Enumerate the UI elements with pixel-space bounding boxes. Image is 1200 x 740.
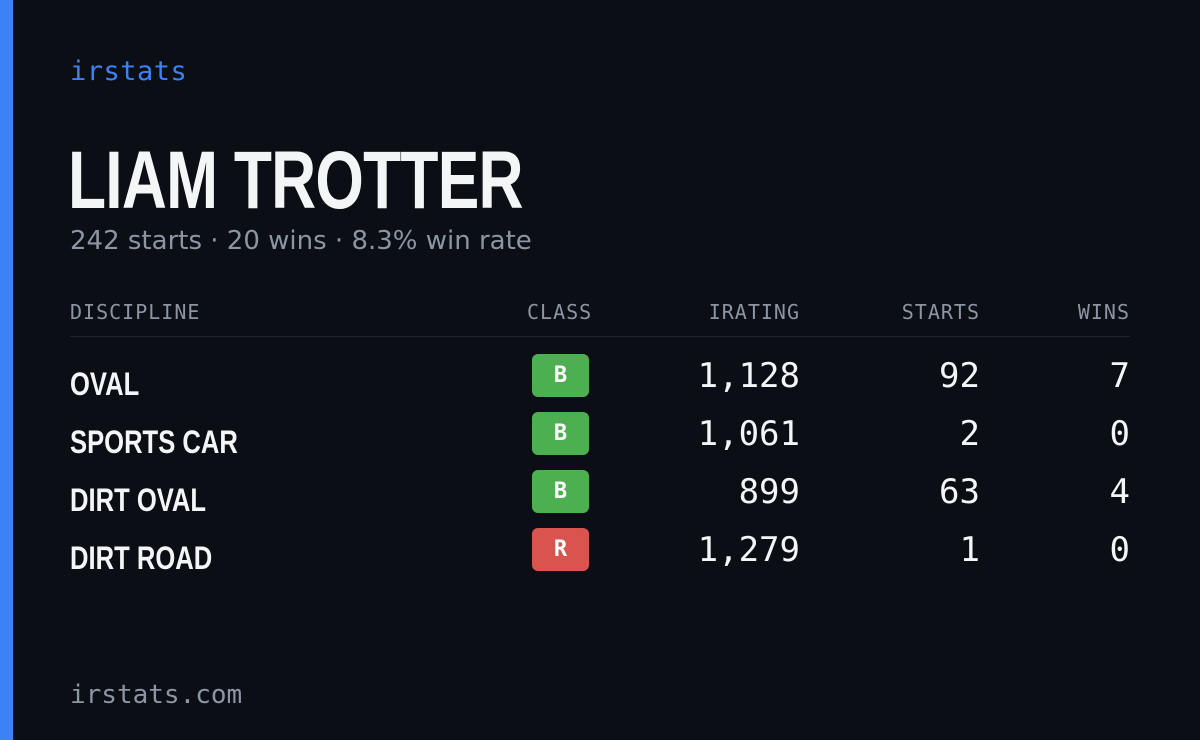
class-badge: B [532,354,589,397]
class-badge: B [532,412,589,455]
header-starts: STARTS [901,300,980,324]
irating-value: 899 [738,472,800,512]
brand-logo: irstats [70,56,188,87]
starts-value: 2 [959,414,980,454]
irating-value: 1,128 [697,356,800,396]
table-row: SPORTS CAR B 1,061 2 0 [70,412,1130,462]
accent-bar [0,0,13,740]
wins-value: 7 [1109,356,1130,396]
irating-value: 1,279 [697,530,800,570]
table-header: DISCIPLINE CLASS IRATING STARTS WINS [70,300,1130,337]
discipline-name: DIRT ROAD [70,540,213,576]
driver-name: LIAM TROTTER [68,135,524,226]
class-badge: B [532,470,589,513]
table-row: DIRT ROAD R 1,279 1 0 [70,528,1130,578]
table-row: OVAL B 1,128 92 7 [70,354,1130,404]
starts-value: 92 [939,356,980,396]
footer-url: irstats.com [70,680,243,710]
discipline-name: DIRT OVAL [70,482,207,518]
starts-value: 63 [939,472,980,512]
header-class: CLASS [527,300,593,324]
wins-value: 0 [1109,530,1130,570]
wins-value: 0 [1109,414,1130,454]
class-badge: R [532,528,589,571]
table-row: DIRT OVAL B 899 63 4 [70,470,1130,520]
header-discipline: DISCIPLINE [70,300,201,324]
discipline-name: OVAL [70,366,140,402]
header-wins: WINS [1077,300,1130,324]
irating-value: 1,061 [697,414,800,454]
starts-value: 1 [959,530,980,570]
discipline-name: SPORTS CAR [70,424,238,460]
header-irating: IRATING [708,300,800,324]
driver-summary: 242 starts · 20 wins · 8.3% win rate [70,226,532,256]
wins-value: 4 [1109,472,1130,512]
